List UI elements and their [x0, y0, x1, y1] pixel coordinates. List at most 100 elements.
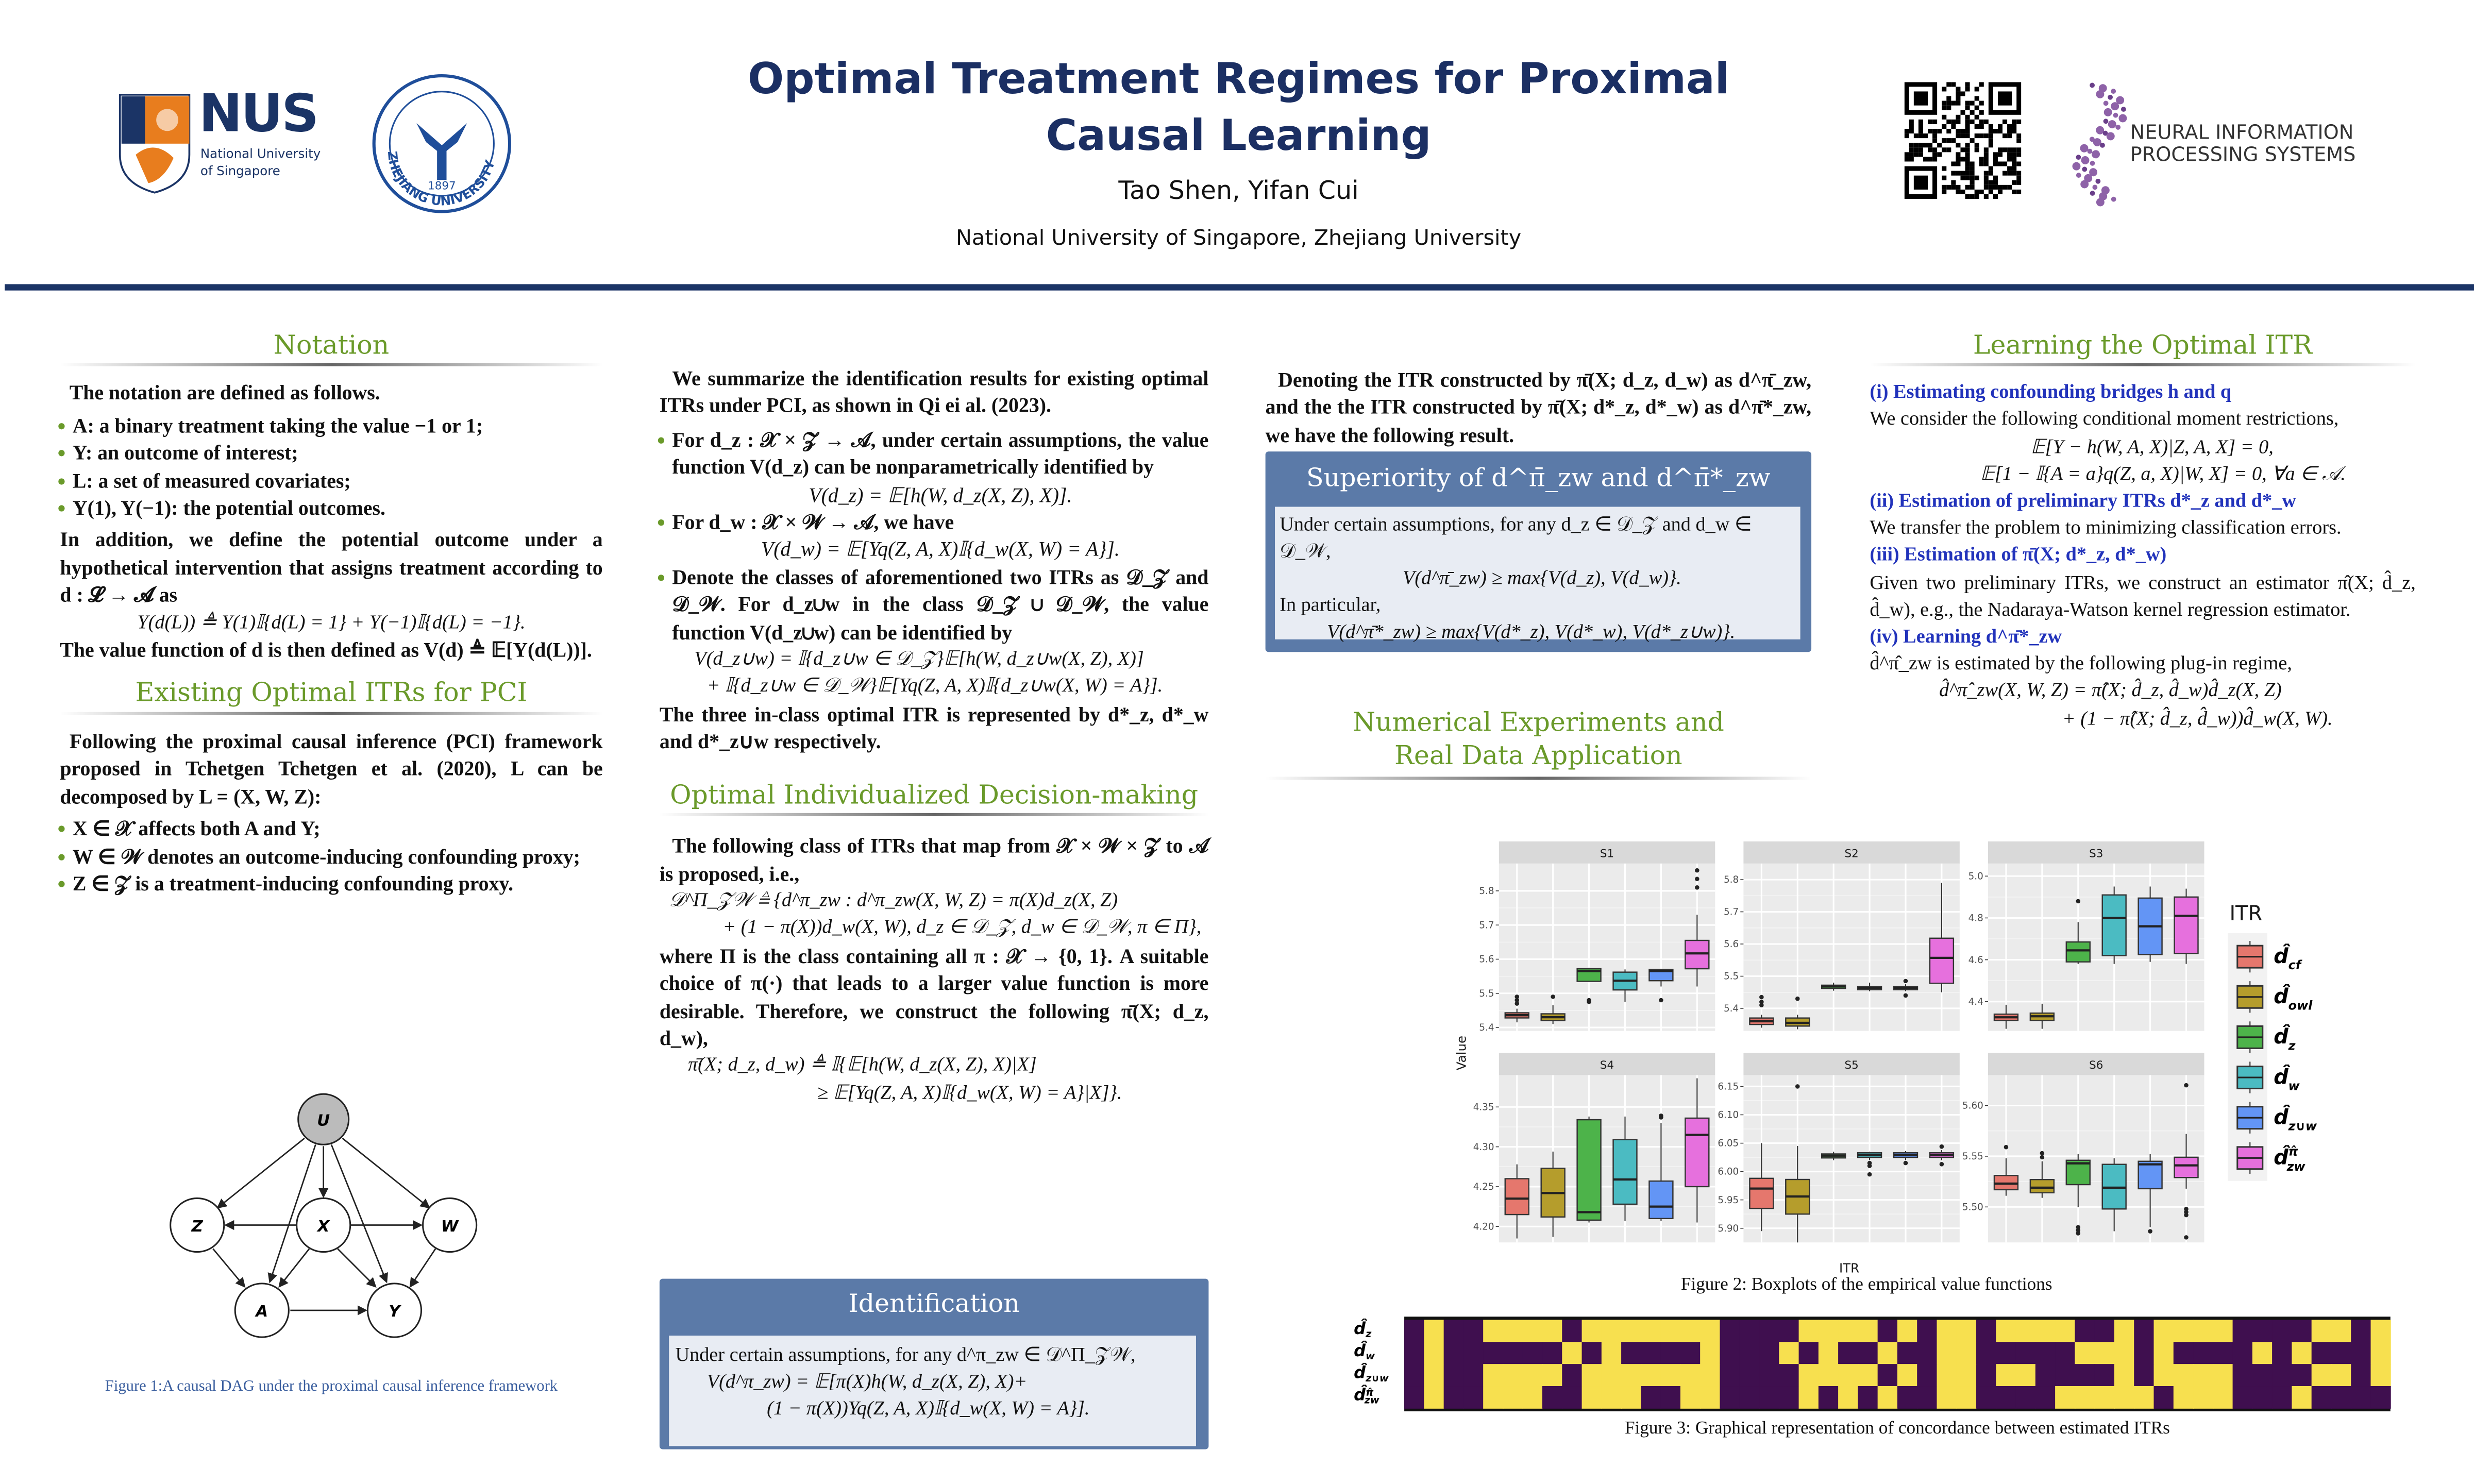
heatmap-cell [1937, 1364, 1957, 1387]
heatmap-cell [1798, 1386, 1819, 1409]
qr-module [1970, 110, 1975, 115]
qr-module [2016, 133, 2022, 139]
section-title-notation: Notation [273, 330, 390, 360]
heatmap-cell [2153, 1386, 2174, 1409]
neurips-dot [2080, 180, 2089, 189]
column-3: Denoting the ITR constructed by π̄(X; d_… [1266, 366, 1811, 449]
poster-title-line1: Optimal Treatment Regimes for Proximal [748, 55, 1730, 105]
outlier-point [1695, 885, 1699, 890]
neurips-dot [2072, 162, 2081, 171]
qr-module [1946, 100, 1951, 106]
qr-module [1974, 189, 1979, 194]
qr-module [1988, 138, 1993, 143]
neurips-dot [2092, 150, 2100, 159]
y-tick-label: 5.5 [1724, 971, 1739, 982]
qr-module [1918, 143, 1923, 148]
heatmap-cell [1897, 1386, 1918, 1409]
heatmap-row-label-sub: z∪w [1365, 1372, 1389, 1384]
y-axis-label: Value [1454, 1036, 1469, 1070]
qr-module [1913, 133, 1918, 139]
legend-label: d̂π̂ zw [2274, 1144, 2305, 1174]
qr-module [1974, 175, 1979, 180]
outlier-point [1659, 1114, 1663, 1118]
neurips-dot [2092, 184, 2098, 190]
nus-logo: NUS National University of Singapore [117, 82, 338, 196]
neurips-dot [2111, 102, 2119, 111]
panel-s5: S5 5.90 5.95 6.00 6.05 6.10 6.15 [1718, 1053, 1960, 1243]
heatmap-cell [1937, 1320, 1957, 1343]
qr-code[interactable] [1904, 82, 2022, 199]
causal-dag: U Z X W A Y [170, 1093, 478, 1338]
neurips-logo: NEURAL INFORMATION PROCESSING SYSTEMS [2070, 79, 2385, 208]
heatmap-cell [1483, 1320, 1504, 1343]
panel-title: S4 [1600, 1059, 1614, 1072]
legend-item-w: d̂w [2236, 1061, 2300, 1093]
y-tick-label: 5.8 [1479, 886, 1494, 897]
qr-module [2002, 161, 2008, 166]
heatmap-cell [1443, 1364, 1464, 1387]
panel-title: S6 [2089, 1059, 2103, 1072]
dag-label-x: X [316, 1218, 330, 1236]
dag-edges [212, 1137, 436, 1316]
heatmap-cell [2114, 1320, 2135, 1343]
heatmap-cell [1739, 1342, 1760, 1365]
heatmap-cell [1996, 1364, 2016, 1387]
box-zUw [2138, 1154, 2163, 1234]
qr-module [1942, 114, 1947, 120]
optimal-para1: The following class of ITRs that map fro… [659, 833, 1209, 885]
outlier-point [1695, 876, 1699, 882]
numerical-header: Numerical Experiments and Real Data Appl… [1265, 706, 1812, 780]
legend-label: d̂z [2274, 1024, 2295, 1053]
equation-vdw: V(d_w) = 𝔼[Yq(Z, A, X)𝕀{d_w(X, W) = A}]. [761, 537, 1120, 561]
heatmap-cell [2331, 1320, 2352, 1343]
heatmap-cell [2134, 1386, 2155, 1409]
qr-module [1932, 129, 1938, 134]
heatmap-cell [2094, 1386, 2115, 1409]
heatmap-cell [1838, 1364, 1859, 1387]
qr-module [1923, 143, 1928, 148]
qr-module [1965, 119, 1970, 124]
box-iqr [1685, 1117, 1710, 1188]
qr-module [1993, 184, 1998, 190]
heatmap-row-label: d̂z∪w [1354, 1362, 1389, 1384]
identification-line2: V(d^π_zw) = 𝔼[π(X)h(W, d_z(X, Z), X)+ [706, 1370, 1028, 1393]
box-cf [1504, 994, 1529, 1023]
neurips-dot [2096, 126, 2105, 134]
neurips-dot [2115, 125, 2121, 130]
authors: Tao Shen, Yifan Cui [1118, 175, 1359, 206]
qr-module [1974, 124, 1979, 129]
qr-module [1942, 87, 1947, 92]
heatmap-cell [1720, 1320, 1740, 1343]
qr-module [2007, 124, 2012, 129]
box-iqr [1648, 1180, 1674, 1220]
qr-module [1918, 124, 1923, 129]
heatmap-cell [2232, 1320, 2253, 1343]
qr-module [1956, 119, 1961, 124]
panel-title: S3 [2089, 848, 2103, 861]
qr-module [1979, 161, 1984, 166]
qr-module [2012, 124, 2017, 129]
qr-module [1993, 161, 1998, 166]
heatmap-cell [2015, 1342, 2036, 1365]
qr-module [1983, 171, 1989, 176]
box-iqr [1576, 1119, 1602, 1221]
box-w [1857, 982, 1882, 991]
box-iqr [1749, 1177, 1774, 1209]
qr-module [2012, 147, 2017, 153]
zju-seal-icon: ZHEJIANG UNIVERSITY 1897 [372, 74, 512, 213]
heatmap-cell [2035, 1342, 2056, 1365]
heatmap-row-label: d̂z [1354, 1318, 1372, 1340]
heatmap-cell [1739, 1320, 1760, 1343]
existing-list: X ∈ 𝒳 affects both A and Y; W ∈ 𝒲 denote… [58, 815, 602, 897]
qr-module [1909, 143, 1914, 148]
heatmap-cell [1858, 1386, 1878, 1409]
qr-module [1909, 157, 1914, 162]
qr-module [2016, 171, 2022, 176]
y-tick-label: 4.4 [1968, 997, 1983, 1007]
qr-module [1997, 152, 2003, 157]
qr-module [1965, 105, 1970, 110]
heatmap-cell [1956, 1320, 1977, 1343]
heatmap-cell [1917, 1342, 1938, 1365]
heatmap-cell [1601, 1342, 1622, 1365]
neurips-dot [2106, 132, 2115, 141]
